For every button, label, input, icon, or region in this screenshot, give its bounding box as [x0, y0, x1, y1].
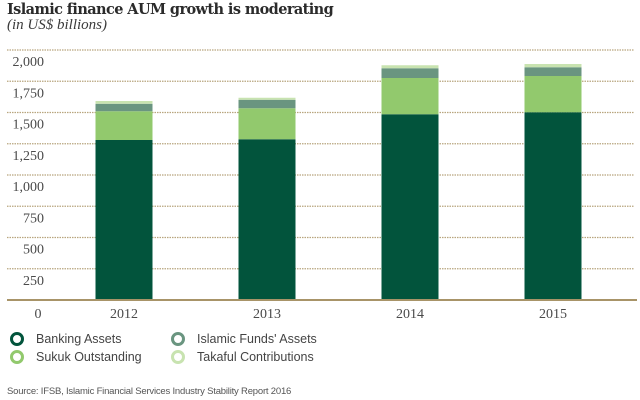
y-tick-label: 2,000 — [13, 55, 45, 70]
chart-title: Islamic finance AUM growth is moderating — [7, 1, 334, 18]
y-tick-label: 250 — [23, 274, 44, 289]
bar-segment — [524, 76, 582, 113]
source-note: Source: IFSB, Islamic Financial Services… — [7, 386, 292, 397]
x-tick-label: 2015 — [539, 307, 567, 322]
bar-segment — [95, 103, 153, 112]
bar-segment — [524, 67, 582, 76]
legend-label: Islamic Funds' Assets — [197, 332, 317, 346]
stacked-bar-chart: 250 500 750 1,000 1,250 1,500 1,750 2,000 0 2012… — [7, 49, 637, 322]
legend-marker-funds-icon — [171, 332, 185, 346]
bar-segment — [95, 111, 153, 140]
bar-segment — [238, 97, 296, 100]
x-tick-label: 2012 — [110, 307, 138, 322]
bar-segment — [381, 68, 439, 78]
x-tick-label: 2013 — [253, 307, 281, 322]
y-tick-label: 1,000 — [13, 180, 45, 195]
y-tick-label: 1,250 — [13, 149, 45, 164]
legend-label: Sukuk Outstanding — [36, 350, 142, 364]
y-tick-label: 1,500 — [13, 118, 45, 133]
legend: Banking Assets Sukuk Outstanding Islamic… — [0, 330, 640, 370]
bar-segment — [238, 108, 296, 140]
y-tick-label: 500 — [23, 243, 44, 258]
legend-marker-sukuk-icon — [10, 350, 24, 364]
legend-marker-banking-icon — [10, 332, 24, 346]
bar-segment — [524, 112, 582, 300]
legend-label: Takaful Contributions — [197, 350, 314, 364]
y-axis-ticks: 250 500 750 1,000 1,250 1,500 1,750 2,000 0 — [13, 55, 45, 322]
legend-item-sukuk-outstanding: Sukuk Outstanding — [10, 350, 142, 364]
legend-label: Banking Assets — [36, 332, 122, 346]
y-tick-label: 750 — [23, 211, 44, 226]
legend-item-islamic-funds-assets: Islamic Funds' Assets — [171, 332, 317, 346]
bar-segment — [381, 65, 439, 69]
chart-subtitle: (in US$ billions) — [7, 17, 107, 33]
bars — [95, 64, 582, 300]
legend-item-banking-assets: Banking Assets — [10, 332, 121, 346]
bar-segment — [524, 64, 582, 68]
bar-segment — [381, 78, 439, 115]
bar-segment — [238, 139, 296, 300]
bar-segment — [238, 99, 296, 109]
x-axis-ticks: 2012 2013 2014 2015 — [110, 307, 567, 322]
legend-marker-takaful-icon — [171, 350, 185, 364]
y-tick-label: 1,750 — [13, 86, 45, 101]
x-tick-label: 2014 — [396, 307, 424, 322]
bar-segment — [381, 114, 439, 300]
legend-item-takaful-contributions: Takaful Contributions — [171, 350, 314, 364]
bar-segment — [95, 101, 153, 104]
y-tick-label-zero: 0 — [35, 307, 42, 322]
bar-segment — [95, 140, 153, 300]
